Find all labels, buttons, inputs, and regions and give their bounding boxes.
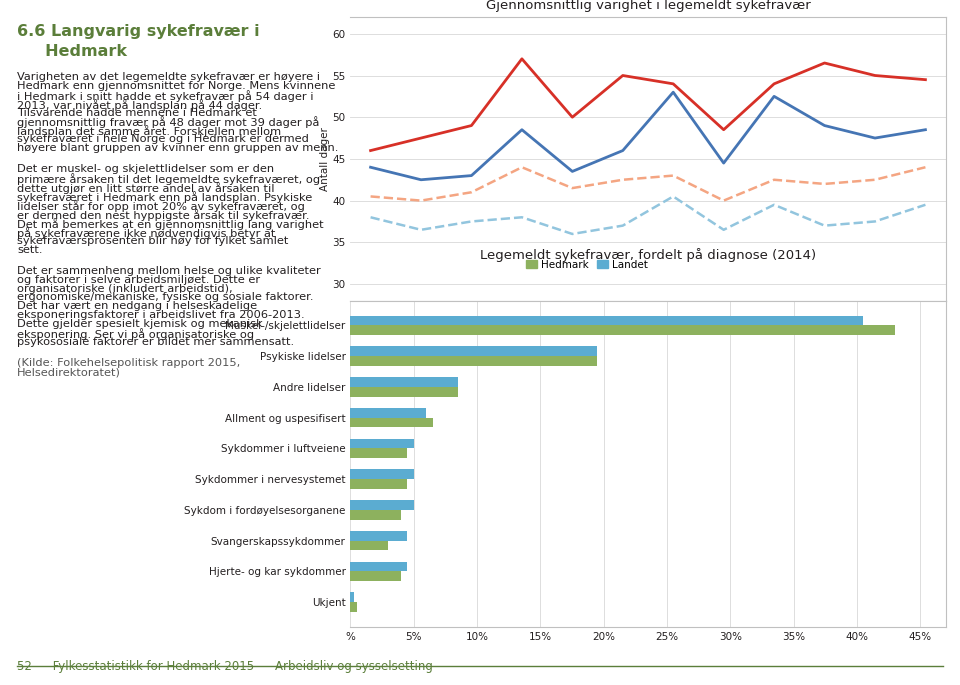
- Bar: [350, 593, 354, 602]
- Bar: [350, 346, 597, 356]
- Text: Det er sammenheng mellom helse og ulike kvaliteter: Det er sammenheng mellom helse og ulike …: [17, 266, 321, 276]
- Bar: [350, 449, 407, 458]
- Text: ergonomiske/mekaniske, fysiske og sosiale faktorer.: ergonomiske/mekaniske, fysiske og sosial…: [17, 292, 314, 303]
- Bar: [350, 325, 895, 335]
- Text: (Kilde: Folkehelsepolitisk rapport 2015,: (Kilde: Folkehelsepolitisk rapport 2015,: [17, 358, 241, 369]
- Bar: [350, 408, 426, 418]
- Bar: [350, 602, 357, 612]
- Text: sykefraværsprosenten blir høy for fylket samlet: sykefraværsprosenten blir høy for fylket…: [17, 236, 289, 246]
- Text: sykefraværet i Hedmark enn på landsplan. Psykiske: sykefraværet i Hedmark enn på landsplan.…: [17, 191, 313, 203]
- Text: sett.: sett.: [17, 245, 43, 255]
- Bar: [350, 500, 414, 510]
- Text: Varigheten av det legemeldte sykefravær er høyere i: Varigheten av det legemeldte sykefravær …: [17, 72, 321, 82]
- Text: 2013, var nivået på landsplan på 44 dager.: 2013, var nivået på landsplan på 44 dage…: [17, 99, 262, 110]
- Bar: [350, 418, 433, 427]
- Text: Tilsvarende hadde mennene i Hedmark et: Tilsvarende hadde mennene i Hedmark et: [17, 108, 257, 118]
- Text: psykososiale faktorer er bildet mer sammensatt.: psykososiale faktorer er bildet mer samm…: [17, 337, 295, 347]
- Text: sykefraværet i hele Norge og i Hedmark er dermed: sykefraværet i hele Norge og i Hedmark e…: [17, 134, 309, 145]
- Title: Legemeldt sykefravær, fordelt på diagnose (2014): Legemeldt sykefravær, fordelt på diagnos…: [480, 248, 816, 262]
- Bar: [350, 469, 414, 479]
- Text: på sykefraværene ikke nødvendigvis betyr at: på sykefraværene ikke nødvendigvis betyr…: [17, 227, 276, 238]
- Text: Det har vært en nedgang i helseskadelige: Det har vært en nedgang i helseskadelige: [17, 301, 257, 312]
- Text: og faktorer i selve arbeidsmiljøet. Dette er: og faktorer i selve arbeidsmiljøet. Dett…: [17, 275, 260, 285]
- Title: Gjennomsnittlig varighet i legemeldt sykefravær: Gjennomsnittlig varighet i legemeldt syk…: [486, 0, 810, 12]
- Text: Helsedirektoratet): Helsedirektoratet): [17, 367, 121, 377]
- Legend: Hedmark, Landet: Hedmark, Landet: [522, 256, 652, 274]
- Text: Hedmark enn gjennomsnittet for Norge. Mens kvinnene: Hedmark enn gjennomsnittet for Norge. Me…: [17, 81, 336, 91]
- Text: eksponeringsfaktorer i arbeidslivet fra 2006-2013.: eksponeringsfaktorer i arbeidslivet fra …: [17, 310, 305, 321]
- Bar: [350, 540, 389, 551]
- Text: dette utgjør en litt større andel av årsaken til: dette utgjør en litt større andel av års…: [17, 182, 275, 194]
- Bar: [350, 510, 401, 520]
- Text: lidelser står for opp imot 20% av sykefraværet, og: lidelser står for opp imot 20% av sykefr…: [17, 200, 305, 212]
- Bar: [350, 571, 401, 581]
- Bar: [350, 562, 407, 571]
- Text: høyere blant gruppen av kvinner enn gruppen av menn.: høyere blant gruppen av kvinner enn grup…: [17, 143, 339, 153]
- Text: organisatoriske (inkludert arbeidstid),: organisatoriske (inkludert arbeidstid),: [17, 284, 233, 294]
- Text: er dermed den nest hyppigste årsak til sykefravær.: er dermed den nest hyppigste årsak til s…: [17, 209, 310, 221]
- Text: gjennomsnittlig fravær på 48 dager mot 39 dager på: gjennomsnittlig fravær på 48 dager mot 3…: [17, 116, 320, 128]
- Bar: [350, 356, 597, 366]
- Bar: [350, 531, 407, 540]
- Text: Dette gjelder spesielt kjemisk og mekanisk: Dette gjelder spesielt kjemisk og mekani…: [17, 319, 263, 329]
- Text: Det er muskel- og skjelettlidelser som er den: Det er muskel- og skjelettlidelser som e…: [17, 164, 275, 175]
- Text: Det må bemerkes at en gjennomsnittlig lang varighet: Det må bemerkes at en gjennomsnittlig la…: [17, 218, 324, 229]
- Text: 6.6 Langvarig sykefravær i
     Hedmark: 6.6 Langvarig sykefravær i Hedmark: [17, 24, 260, 59]
- Text: i Hedmark i snitt hadde et sykefravær på 54 dager i: i Hedmark i snitt hadde et sykefravær på…: [17, 90, 314, 101]
- Bar: [350, 316, 863, 325]
- Text: 52  –  Fylkesstatistikk for Hedmark 2015  –  Arbeidsliv og sysselsetting: 52 – Fylkesstatistikk for Hedmark 2015 –…: [17, 660, 433, 673]
- Text: landsplan det samme året. Forskjellen mellom: landsplan det samme året. Forskjellen me…: [17, 125, 281, 137]
- Text: eksponering. Ser vi på organisatoriske og: eksponering. Ser vi på organisatoriske o…: [17, 328, 254, 340]
- Bar: [350, 377, 458, 387]
- Bar: [350, 479, 407, 489]
- Bar: [350, 438, 414, 449]
- Bar: [350, 387, 458, 397]
- Text: primære årsaken til det legemeldte sykefraværet, og: primære årsaken til det legemeldte sykef…: [17, 173, 321, 185]
- Y-axis label: Antall dager: Antall dager: [320, 127, 329, 191]
